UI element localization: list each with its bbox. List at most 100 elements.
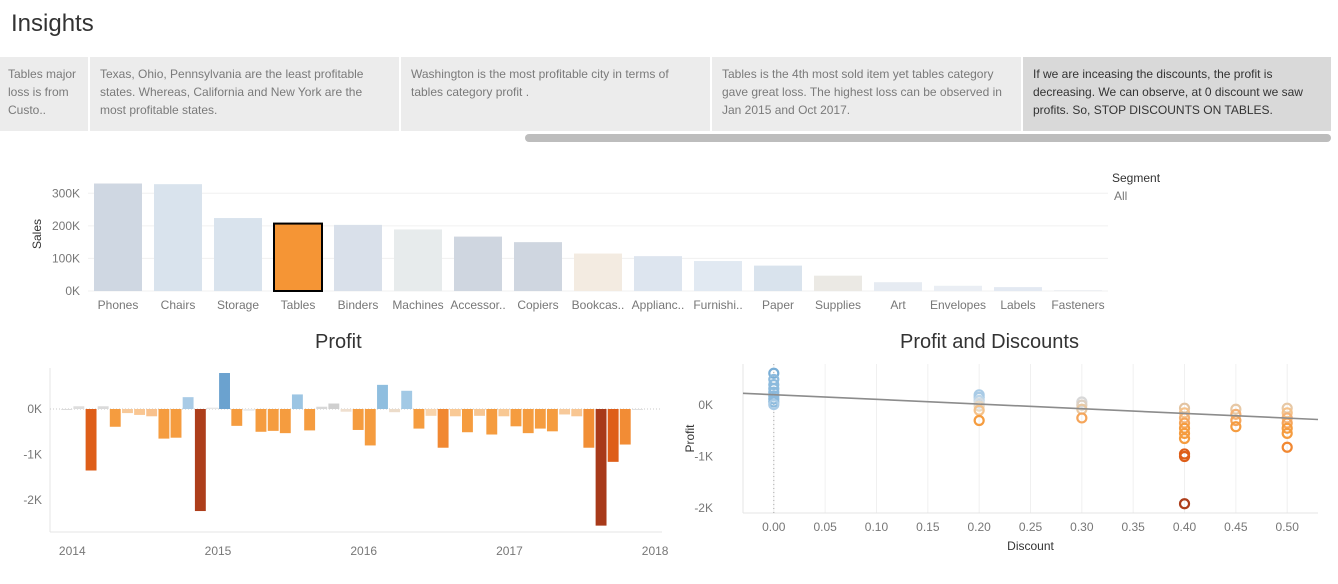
profit-bar[interactable] xyxy=(425,409,437,416)
scatter-point[interactable] xyxy=(1076,399,1088,411)
profit-bar[interactable] xyxy=(304,409,316,431)
insight-tab-3[interactable]: Washington is the most profitable city i… xyxy=(401,57,710,131)
profit-bar[interactable] xyxy=(364,409,376,446)
scatter-point[interactable] xyxy=(1178,498,1191,510)
x-tick-label: Chairs xyxy=(161,298,196,312)
profit-bar[interactable] xyxy=(73,406,85,409)
profit-bar[interactable] xyxy=(219,373,230,409)
profit-bar[interactable] xyxy=(413,409,425,429)
profit-bar[interactable] xyxy=(340,409,352,412)
profit-bar[interactable] xyxy=(607,409,619,462)
y-axis-label: Sales xyxy=(30,219,44,249)
profit-bar[interactable] xyxy=(243,409,255,411)
scatter-point[interactable] xyxy=(1281,422,1293,434)
sales-bar[interactable] xyxy=(394,229,442,291)
scatter-point[interactable] xyxy=(768,367,780,379)
sales-bar[interactable] xyxy=(874,282,922,291)
profit-bar[interactable] xyxy=(146,409,158,417)
scatter-point[interactable] xyxy=(973,400,985,412)
x-axis-label: Discount xyxy=(1007,539,1054,553)
scatter-point[interactable] xyxy=(973,414,985,427)
insight-tab-5[interactable]: If we are inceasing the discounts, the p… xyxy=(1023,57,1331,131)
segment-filter-value[interactable]: All xyxy=(1114,189,1128,203)
profit-bar[interactable] xyxy=(291,394,303,409)
profit-bar[interactable] xyxy=(158,409,170,439)
sales-bar[interactable] xyxy=(574,253,622,291)
profit-bar[interactable] xyxy=(486,409,498,435)
x-tick-label: 0.30 xyxy=(1070,520,1094,534)
profit-bar[interactable] xyxy=(474,409,485,416)
profit-bar[interactable] xyxy=(134,409,146,415)
sales-bar[interactable] xyxy=(934,285,982,291)
profit-bar[interactable] xyxy=(255,409,267,432)
scatter-point[interactable] xyxy=(1281,441,1293,453)
profit-bar[interactable] xyxy=(619,409,631,445)
profit-bar[interactable] xyxy=(595,409,607,526)
sales-bar[interactable] xyxy=(814,275,862,291)
sales-bar[interactable] xyxy=(454,236,502,291)
sales-bar[interactable] xyxy=(94,183,142,291)
profit-bar[interactable] xyxy=(377,384,388,409)
scatter-point[interactable] xyxy=(768,398,780,411)
profit-bar[interactable] xyxy=(583,409,595,448)
profit-bar[interactable] xyxy=(632,409,643,410)
profit-bar[interactable] xyxy=(498,409,510,417)
profit-bar[interactable] xyxy=(401,390,413,409)
profit-bar[interactable] xyxy=(122,409,133,414)
profit-bar[interactable] xyxy=(389,409,401,413)
sales-bar[interactable] xyxy=(154,184,202,291)
profit-bar[interactable] xyxy=(267,409,279,431)
profit-bar[interactable] xyxy=(279,409,291,434)
profit-bar[interactable] xyxy=(449,409,461,417)
x-tick-label: Accessor.. xyxy=(450,298,505,312)
x-tick-label: Labels xyxy=(1000,298,1035,312)
scatter-point[interactable] xyxy=(1178,432,1191,445)
profit-bar[interactable] xyxy=(170,409,182,438)
scatter-point[interactable] xyxy=(1230,421,1242,433)
profit-bar[interactable] xyxy=(546,409,558,432)
sales-bar[interactable] xyxy=(334,224,382,291)
profit-bar[interactable] xyxy=(316,406,328,409)
scatter-point[interactable] xyxy=(1178,450,1191,463)
profit-bar[interactable] xyxy=(328,403,340,409)
scatter-point[interactable] xyxy=(768,383,780,395)
sales-bar[interactable] xyxy=(214,218,262,291)
profit-bar[interactable] xyxy=(207,407,218,409)
profit-bar[interactable] xyxy=(97,406,109,409)
profit-bar[interactable] xyxy=(231,409,243,426)
profit-bar[interactable] xyxy=(571,409,583,417)
profit-bar[interactable] xyxy=(437,409,449,448)
profit-bar[interactable] xyxy=(85,409,97,471)
scatter-point[interactable] xyxy=(1230,403,1242,415)
profit-bar[interactable] xyxy=(559,409,571,415)
x-tick-label: 0.00 xyxy=(762,520,786,534)
scatter-point[interactable] xyxy=(768,378,780,391)
profit-bar[interactable] xyxy=(352,409,364,430)
scatter-point[interactable] xyxy=(1281,427,1293,439)
scatter-point[interactable] xyxy=(1178,422,1191,434)
sales-bar[interactable] xyxy=(994,287,1042,291)
sales-bar[interactable] xyxy=(634,256,682,291)
profit-bar[interactable] xyxy=(194,409,206,512)
insight-tab-2[interactable]: Texas, Ohio, Pennsylvania are the least … xyxy=(90,57,399,131)
sales-bar[interactable] xyxy=(754,265,802,291)
scatter-point[interactable] xyxy=(1178,417,1191,429)
profit-bar[interactable] xyxy=(534,409,546,429)
scatter-point[interactable] xyxy=(973,404,985,416)
scatter-point[interactable] xyxy=(1076,412,1088,424)
profit-bar[interactable] xyxy=(510,409,522,427)
scatter-point[interactable] xyxy=(1178,427,1191,439)
sales-bar[interactable] xyxy=(273,222,323,293)
sales-bar[interactable] xyxy=(694,261,742,291)
sales-bar[interactable] xyxy=(1054,290,1102,291)
profit-bar[interactable] xyxy=(182,397,194,409)
profit-bar[interactable] xyxy=(522,409,534,434)
sales-bar[interactable] xyxy=(514,242,562,291)
profit-bar[interactable] xyxy=(61,409,73,410)
horizontal-scrollbar[interactable] xyxy=(525,134,1331,142)
insight-tab-1[interactable]: Tables major loss is from Custo.. xyxy=(0,57,88,131)
insight-tab-4[interactable]: Tables is the 4th most sold item yet tab… xyxy=(712,57,1021,131)
scatter-point[interactable] xyxy=(1230,408,1242,420)
profit-bar[interactable] xyxy=(109,409,121,427)
profit-bar[interactable] xyxy=(462,409,473,433)
